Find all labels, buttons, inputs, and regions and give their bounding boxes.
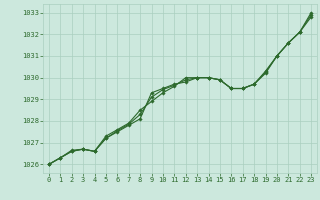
Text: Graphe pression niveau de la mer (hPa): Graphe pression niveau de la mer (hPa) (60, 184, 260, 193)
